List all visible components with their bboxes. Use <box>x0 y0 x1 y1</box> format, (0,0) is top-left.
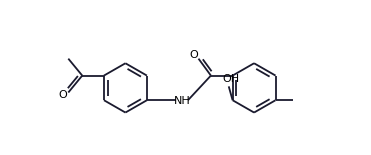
Text: OH: OH <box>223 74 240 84</box>
Text: NH: NH <box>173 96 190 106</box>
Text: O: O <box>190 50 198 60</box>
Text: O: O <box>59 90 67 100</box>
